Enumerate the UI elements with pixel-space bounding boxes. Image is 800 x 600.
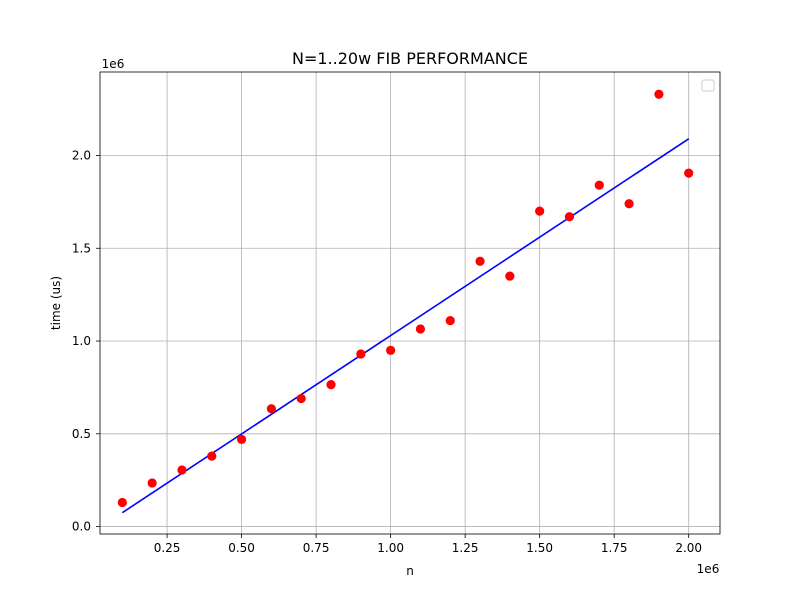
scatter-point [445, 316, 455, 326]
y-tick-label: 1.0 [72, 334, 91, 348]
scatter-point [415, 324, 426, 334]
trend-line [121, 138, 690, 514]
y-axis-label: time (us) [49, 276, 63, 330]
scatter-point [356, 349, 366, 359]
scatter-point [624, 199, 634, 209]
scatter-point [326, 380, 336, 390]
scatter-point [594, 180, 604, 190]
plot-data [117, 89, 694, 514]
scatter-point [505, 271, 515, 281]
scatter-point [236, 434, 247, 444]
grid-lines [100, 72, 720, 534]
y-offset-label: 1e6 [102, 57, 125, 71]
x-tick-label: 1.25 [452, 541, 479, 555]
axis-ticks: 0.25 0.50 0.75 1.00 1.25 1.50 1.75 2.00 0.0 0.5 1.… [72, 148, 702, 555]
y-tick-label: 1.5 [72, 241, 91, 255]
x-tick-label: 0.75 [303, 541, 330, 555]
scatter-point [386, 345, 396, 355]
legend-box [701, 79, 715, 92]
scatter-point [654, 89, 664, 99]
x-offset-label: 1e6 [697, 562, 720, 576]
chart-title: N=1..20w FIB PERFORMANCE [292, 49, 528, 68]
x-tick-label: 2.00 [675, 541, 702, 555]
x-tick-label: 1.00 [377, 541, 404, 555]
x-tick-label: 1.50 [526, 541, 553, 555]
scatter-point [684, 168, 694, 178]
y-tick-label: 0.5 [72, 427, 91, 441]
x-tick-label: 0.50 [228, 541, 255, 555]
scatter-point [296, 393, 306, 404]
x-tick-label: 0.25 [154, 541, 181, 555]
y-tick-label: 0.0 [72, 520, 91, 534]
scatter-point [117, 497, 127, 508]
y-tick-label: 2.0 [72, 148, 91, 162]
scatter-point [177, 465, 187, 475]
scatter-point [535, 206, 545, 216]
plot-area-frame [99, 71, 721, 535]
scatter-point [475, 256, 485, 266]
x-tick-label: 1.75 [601, 541, 628, 555]
scatter-point [147, 478, 157, 488]
scatter-point [207, 451, 217, 461]
x-axis-label: n [406, 564, 414, 578]
scatter-point [564, 212, 575, 222]
scatter-point [266, 404, 276, 414]
